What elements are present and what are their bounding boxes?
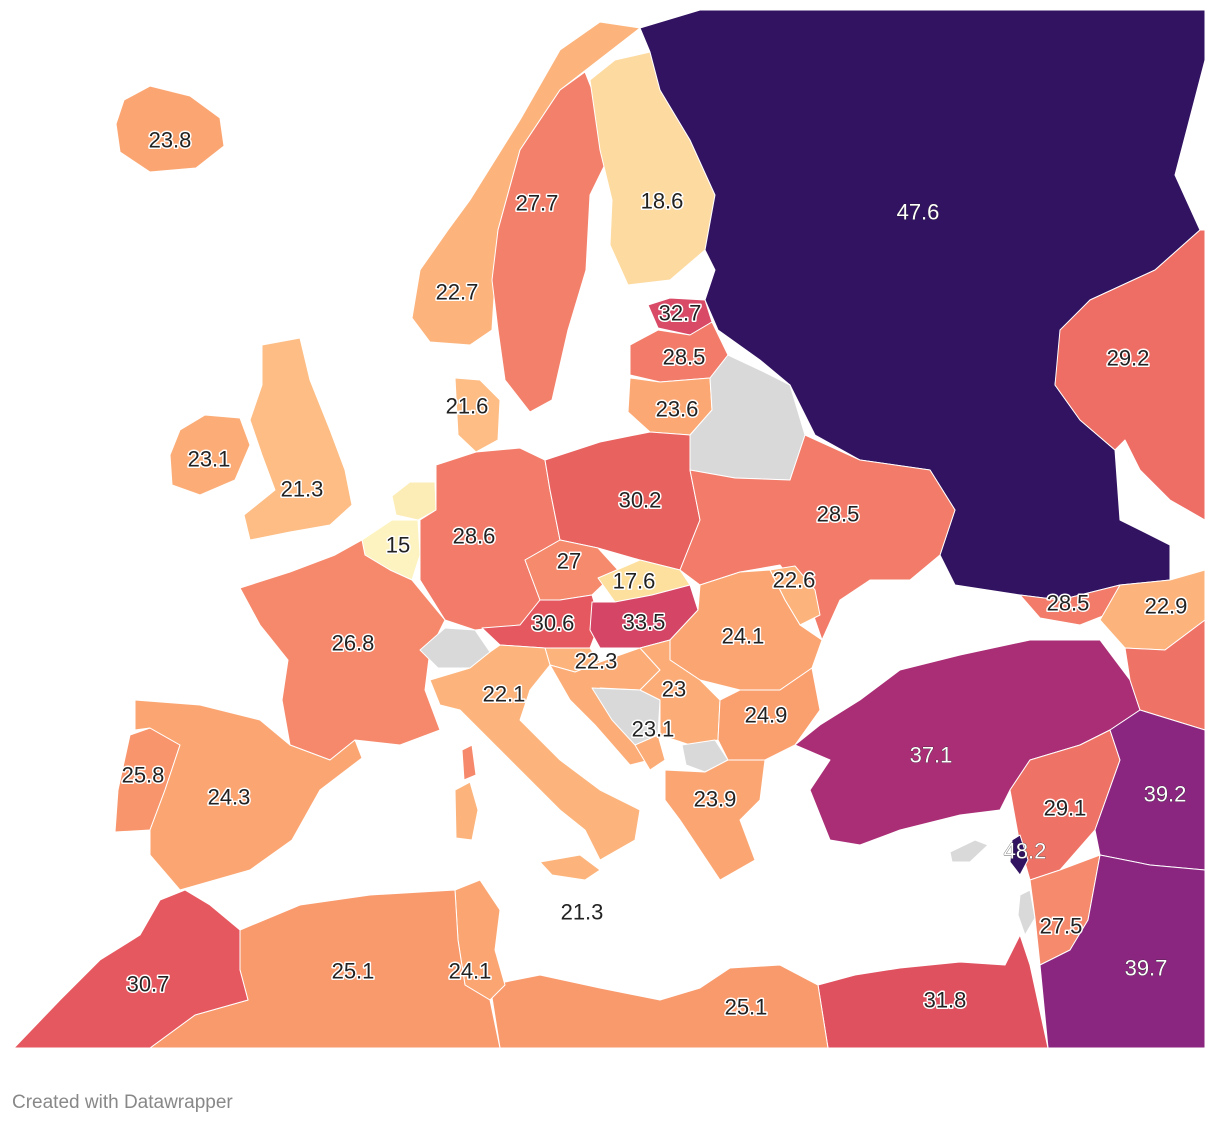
label-ireland: 23.1 [188,447,231,472]
choropleth-map: 23.8 22.7 27.7 18.6 47.6 32.7 28.5 23.6 … [13,9,1206,1049]
label-egypt: 31.8 [924,988,967,1013]
label-slovakia: 17.6 [613,569,656,594]
region-italy[interactable] [429,644,641,861]
label-germany: 28.6 [453,524,496,549]
region-spain[interactable] [134,699,363,891]
region-uk[interactable] [243,337,353,541]
region-kazakhstan[interactable] [1054,229,1206,521]
label-romania: 24.1 [722,624,765,649]
region-iceland[interactable] [115,85,225,173]
label-austria: 30.6 [532,611,575,636]
label-syria: 29.1 [1044,796,1087,821]
label-slovenia: 22.3 [575,649,618,674]
datawrapper-credit[interactable]: Created with Datawrapper [12,1092,233,1113]
label-lithuania: 23.6 [656,397,699,422]
label-norway: 22.7 [436,280,479,305]
label-spain: 24.3 [208,785,251,810]
label-algeria: 25.1 [332,959,375,984]
label-hungary: 33.5 [623,610,666,635]
label-bulgaria: 24.9 [745,703,788,728]
label-turkey: 37.1 [910,743,953,768]
label-finland: 18.6 [641,189,684,214]
label-iraq: 39.2 [1144,782,1187,807]
region-lebanon[interactable] [1009,834,1029,876]
region-greece[interactable] [664,759,766,881]
label-italy: 22.1 [483,682,526,707]
label-ukraine: 28.5 [817,502,860,527]
label-estonia: 32.7 [659,301,702,326]
label-belgium: 15 [386,533,410,558]
label-morocco: 30.7 [127,972,170,997]
region-egypt[interactable] [817,934,1049,1049]
label-croatia: 23 [662,677,686,702]
region-libya[interactable] [489,964,829,1049]
label-czechia: 27 [557,549,581,574]
label-sweden: 27.7 [516,191,559,216]
label-denmark: 21.6 [446,394,489,419]
region-sicily[interactable] [539,854,601,881]
region-corsica[interactable] [461,744,477,781]
region-france[interactable] [239,539,446,761]
region-cyprus[interactable] [949,839,989,863]
label-moldova: 22.6 [773,568,816,593]
label-russia: 47.6 [897,200,940,225]
region-montenegro[interactable] [634,734,666,771]
region-denmark[interactable] [454,377,501,453]
label-iceland: 23.8 [149,128,192,153]
label-portugal: 25.8 [122,763,165,788]
label-libya: 25.1 [725,995,768,1020]
label-uk: 21.3 [281,477,324,502]
label-georgia: 28.5 [1047,591,1090,616]
label-jordan: 27.5 [1040,914,1083,939]
region-ireland[interactable] [169,414,251,496]
label-tunisia: 24.1 [449,959,492,984]
region-saudi-arabia[interactable] [1039,854,1206,1049]
label-montenegro: 23.1 [632,717,675,742]
region-sweden[interactable] [491,71,613,413]
region-sardinia[interactable] [454,781,479,841]
region-morocco[interactable] [13,889,249,1049]
label-kazakhstan: 29.2 [1107,346,1150,371]
region-bulgaria[interactable] [717,667,821,761]
label-lebanon: 48.2 [1004,839,1047,864]
label-saudi-arabia: 39.7 [1125,956,1168,981]
label-latvia: 28.5 [663,345,706,370]
label-poland: 30.2 [619,488,662,513]
label-mediterranean: 21.3 [561,900,604,925]
label-armenia-azerbaijan: 22.9 [1145,594,1188,619]
label-france: 26.8 [332,631,375,656]
label-greece: 23.9 [694,787,737,812]
region-israel[interactable] [1017,889,1036,936]
